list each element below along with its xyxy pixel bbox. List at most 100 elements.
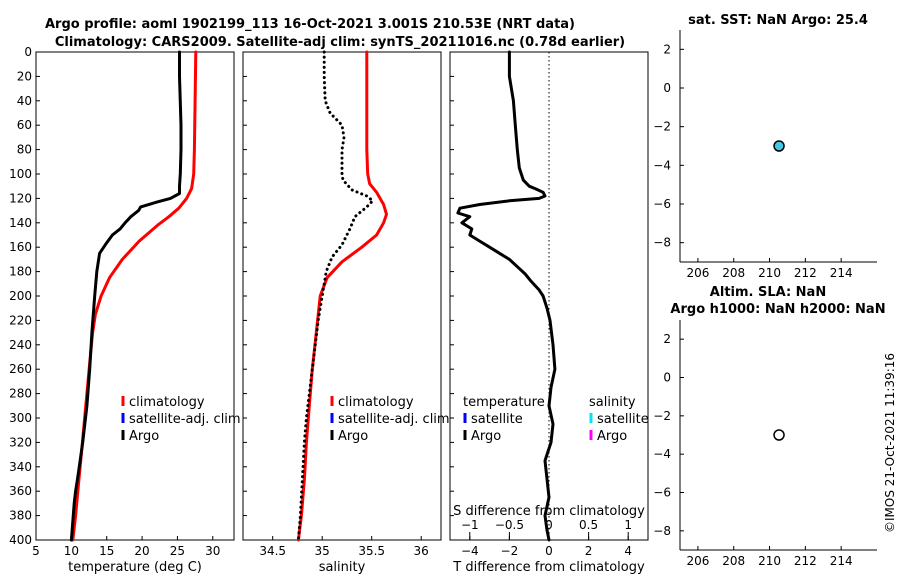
salinity-xlabel: salinity	[319, 560, 366, 575]
imos-timestamp: ©IMOS 21-Oct-2021 11:39:16	[883, 353, 897, 533]
temperature-ytick-label: 300	[9, 411, 32, 425]
sst-map-title: sat. SST: NaN Argo: 25.4	[688, 13, 868, 28]
difference-salinity-legend-label: satellite	[597, 412, 649, 427]
difference-xtick-label: 2	[585, 544, 593, 558]
difference-salinity-legend-title: salinity	[589, 395, 636, 410]
sla_map-xtick-label: 214	[830, 554, 853, 568]
temperature-xtick-label: 5	[32, 544, 40, 558]
sla_map-xtick-label: 210	[758, 554, 781, 568]
temperature-legend-label: satellite-adj. clim	[129, 412, 241, 427]
salinity-legend-label: Argo	[338, 429, 368, 444]
difference-top-xlabel: S difference from climatology	[453, 504, 645, 519]
salinity-legend-label: climatology	[338, 395, 414, 410]
difference-salinity-legend-label: Argo	[597, 429, 627, 444]
temperature-series-climatology	[71, 50, 198, 542]
difference-temperature-legend-label: Argo	[471, 429, 501, 444]
temperature-ytick-label: 360	[9, 484, 32, 498]
difference-xlabel: T difference from climatology	[452, 560, 645, 575]
temperature-axes-frame	[35, 51, 235, 541]
sst_map-profile-position-marker	[773, 140, 785, 152]
salinity-axes-frame	[242, 51, 442, 541]
difference-xtick-label: −2	[501, 544, 519, 558]
salinity-xtick-label: 34.5	[259, 544, 286, 558]
temperature-xtick-label: 25	[170, 544, 185, 558]
temperature-ytick-label: 320	[9, 435, 32, 449]
temperature-legend-label: climatology	[129, 395, 205, 410]
temperature-ytick-label: 20	[17, 69, 32, 83]
salinity-xtick-label: 35.5	[358, 544, 385, 558]
temperature-xtick-label: 20	[134, 544, 149, 558]
difference-top-xtick-label: 0	[545, 518, 553, 532]
sst_map-xtick-label: 214	[830, 266, 853, 280]
sla_map-xtick-label: 212	[794, 554, 817, 568]
sla_map-xtick-label: 208	[722, 554, 745, 568]
sla-map-subtitle: Argo h1000: NaN h2000: NaN	[670, 302, 885, 317]
temperature-xlabel: temperature (deg C)	[68, 560, 202, 575]
difference-top-xtick-label: 1	[624, 518, 632, 532]
difference-top-xtick-label: 0.5	[579, 518, 598, 532]
difference-xtick-label: 0	[545, 544, 553, 558]
temperature-ytick-label: 400	[9, 533, 32, 547]
sla-map-panel: 206 208 210 212 214 2 0 −2 −4 −6 −8	[653, 320, 877, 568]
temperature-ytick-label: 60	[17, 118, 32, 132]
temperature-series-argo	[69, 50, 183, 542]
temperature-ytick-label: 140	[9, 216, 32, 230]
temperature-xtick-label: 10	[64, 544, 79, 558]
title-line-2: Climatology: CARS2009. Satellite-adj cli…	[55, 35, 625, 50]
difference-panel: −4 −2 0 2 4 T difference from climatology −1 −0…	[449, 50, 649, 575]
temperature-ytick-label: 180	[9, 265, 32, 279]
title-line-1: Argo profile: aoml 1902199_113 16-Oct-20…	[45, 17, 575, 32]
sla_map-ytick-label: −8	[653, 524, 671, 538]
temperature-xtick-label: 15	[99, 544, 114, 558]
sla_map-profile-position-marker	[773, 429, 785, 441]
salinity-legend-label: satellite-adj. clim	[338, 412, 450, 427]
temperature-ytick-label: 200	[9, 289, 32, 303]
temperature-ytick-label: 220	[9, 313, 32, 327]
difference-xtick-label: 4	[624, 544, 632, 558]
sla_map-xtick-label: 206	[686, 554, 709, 568]
temperature-ytick-label: 120	[9, 191, 32, 205]
sst_map-ytick-label: −2	[653, 120, 671, 134]
sst_map-xtick-label: 210	[758, 266, 781, 280]
salinity-xtick-label: 35	[315, 544, 330, 558]
temperature-legend-label: Argo	[129, 429, 159, 444]
sla_map-ytick-label: −6	[653, 486, 671, 500]
sst_map-ytick-label: −8	[653, 236, 671, 250]
temperature-ytick-label: 240	[9, 338, 32, 352]
temperature-ytick-label: 160	[9, 240, 32, 254]
sst_map-xtick-label: 208	[722, 266, 745, 280]
difference-top-xtick-label: −1	[461, 518, 479, 532]
difference-top-xtick-label: −0.5	[495, 518, 524, 532]
temperature-ytick-label: 80	[17, 143, 32, 157]
salinity-series-argo	[296, 50, 375, 542]
sla_map-ytick-label: 0	[663, 371, 671, 385]
temperature-ytick-label: 0	[24, 45, 32, 59]
difference-temperature-legend-label: satellite	[471, 412, 523, 427]
temperature-ytick-label: 280	[9, 387, 32, 401]
sla_map-ytick-label: −2	[653, 409, 671, 423]
salinity-xtick-label: 36	[414, 544, 429, 558]
sst_map-ytick-label: −4	[653, 158, 671, 172]
difference-temperature-legend-title: temperature	[463, 395, 545, 410]
temperature-ytick-label: 100	[9, 167, 32, 181]
sla_map-ytick-label: 2	[663, 332, 671, 346]
difference-series-temperature	[456, 50, 557, 542]
temperature-ytick-label: 380	[9, 509, 32, 523]
sla-map-title: Altim. SLA: NaN	[710, 285, 826, 300]
sla_map-ytick-label: −4	[653, 447, 671, 461]
sst-map-panel: 206 208 210 212 214 2 0 −2 −4 −6 −8	[653, 30, 877, 280]
temperature-ytick-label: 40	[17, 94, 32, 108]
salinity-panel: 34.5 35 35.5 36 salinity climatology satellite…	[242, 50, 450, 575]
sst_map-xtick-label: 212	[794, 266, 817, 280]
salinity-series-climatology	[296, 50, 388, 542]
sst_map-xtick-label: 206	[686, 266, 709, 280]
temperature-xtick-label: 30	[205, 544, 220, 558]
sst_map-ytick-label: 0	[663, 81, 671, 95]
temperature-ytick-label: 340	[9, 460, 32, 474]
temperature-ytick-label: 260	[9, 362, 32, 376]
sst_map-ytick-label: 2	[663, 42, 671, 56]
difference-xtick-label: −4	[461, 544, 479, 558]
sst_map-ytick-label: −6	[653, 197, 671, 211]
